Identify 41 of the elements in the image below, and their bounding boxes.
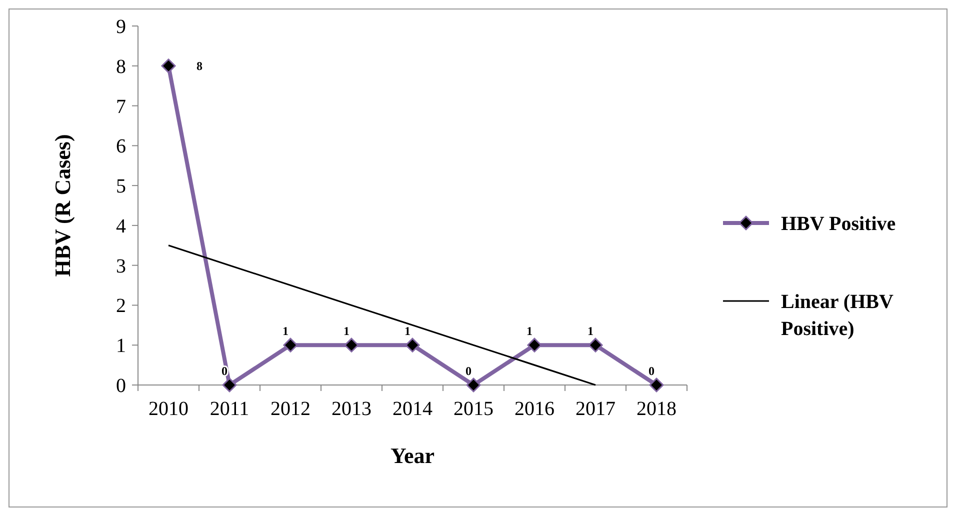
y-tick-label: 7 [116, 96, 126, 118]
x-tick-label: 2018 [636, 398, 676, 420]
x-tick-label: 2014 [392, 398, 432, 420]
y-tick-label: 8 [116, 56, 126, 78]
legend-label: HBV Positive [781, 213, 896, 235]
y-tick-label: 9 [116, 16, 126, 38]
point [344, 338, 359, 352]
point [466, 378, 481, 392]
line-series [168, 244, 596, 386]
data-label: 1 [344, 324, 350, 338]
x-axis-title: Year [390, 443, 435, 468]
data-label: 1 [404, 324, 410, 338]
data-label: 0 [648, 364, 654, 378]
y-tick-label: 4 [116, 215, 126, 238]
data-label: 8 [196, 58, 202, 73]
point [527, 338, 542, 352]
data-label: 1 [526, 324, 532, 338]
data-label: 1 [588, 324, 594, 338]
x-tick-label: 2011 [210, 398, 250, 420]
y-tick-label: 6 [116, 136, 126, 158]
y-axis-title: HBV (R Cases) [50, 134, 75, 277]
data-label: 1 [282, 324, 288, 338]
point [588, 338, 603, 352]
x-tick-label: 2012 [270, 398, 310, 420]
legend-label: Linear (HBV Positive) [781, 291, 894, 340]
data-label: 0 [466, 364, 472, 378]
y-tick-label: 3 [116, 255, 126, 278]
x-tick-label: 2016 [514, 398, 554, 420]
y-tick-label: 0 [116, 375, 126, 397]
x-tick-label: 2013 [332, 398, 372, 420]
y-tick-label: 1 [116, 335, 126, 358]
x-tick-label: 2010 [148, 398, 188, 420]
y-tick-label: 2 [116, 295, 126, 318]
point [283, 338, 298, 352]
point [161, 58, 176, 74]
y-tick-label: 5 [116, 176, 126, 198]
point [649, 378, 664, 392]
x-tick-label: 2015 [454, 398, 494, 420]
point [222, 378, 237, 392]
x-tick-label: 2017 [576, 398, 616, 420]
point [405, 338, 420, 352]
